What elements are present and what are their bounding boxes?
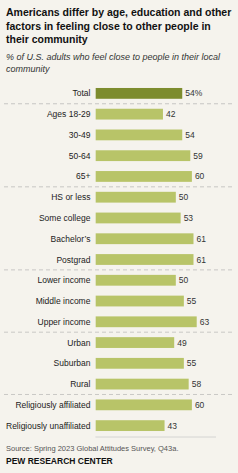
- data-label: 55: [187, 359, 197, 369]
- category-label: Upper income: [38, 317, 91, 327]
- data-label: 50: [179, 193, 189, 203]
- bar: [95, 275, 175, 286]
- category-label: Religiously unaffiliated: [6, 421, 91, 431]
- category-label: Lower income: [38, 276, 91, 286]
- data-label: 49: [177, 338, 187, 348]
- category-label: Ages 18-29: [47, 109, 91, 119]
- data-label: 61: [196, 255, 206, 265]
- subtitle: % of U.S. adults who feel close to peopl…: [6, 52, 232, 75]
- bar: [95, 358, 183, 369]
- footer: Source: Spring 2023 Global Attitudes Sur…: [0, 442, 238, 473]
- bar: [95, 151, 190, 162]
- category-label: Bachelor’s: [51, 234, 91, 244]
- data-label: 61: [196, 234, 206, 244]
- data-label: 60: [195, 400, 205, 410]
- data-label: 55: [187, 296, 197, 306]
- data-label: 54: [185, 130, 195, 140]
- data-label: 42: [166, 109, 176, 119]
- bar: [95, 421, 164, 432]
- header: Americans differ by age, education and o…: [0, 0, 238, 79]
- bar: [95, 254, 193, 265]
- annotation: Source: Spring 2023 Global Attitudes Sur…: [6, 444, 232, 454]
- divider: [4, 394, 234, 395]
- category-label: Rural: [70, 379, 90, 389]
- divider: [4, 104, 234, 105]
- bar: [95, 88, 182, 99]
- category-label: 50-64: [69, 151, 91, 161]
- divider: [4, 187, 234, 188]
- bar: [95, 171, 191, 182]
- category-label: Urban: [67, 338, 90, 348]
- category-label: Suburban: [54, 359, 91, 369]
- data-label: 63: [200, 317, 210, 327]
- x-axis-line: [95, 437, 216, 438]
- bar: [95, 379, 188, 390]
- annotation: PEW RESEARCH CENTER: [6, 456, 232, 468]
- bar: [95, 317, 196, 328]
- data-label: 58: [192, 379, 202, 389]
- bar: [95, 337, 174, 348]
- bar: [95, 296, 183, 307]
- data-label: 59: [193, 151, 203, 161]
- data-label: 43: [168, 421, 178, 431]
- divider: [4, 270, 234, 271]
- data-label: 60: [195, 172, 205, 182]
- data-label: 54%: [185, 89, 202, 99]
- divider: [4, 332, 234, 333]
- bar: [95, 192, 175, 203]
- bar: [95, 213, 180, 224]
- category-label: 30-49: [69, 130, 91, 140]
- bar: [95, 109, 163, 120]
- bar: [95, 234, 193, 245]
- category-label: Religiously affiliated: [15, 400, 90, 410]
- chart-svg: Total Ages 18-29 30-49 50-64 65+ HS or less So…: [0, 79, 238, 442]
- bars: [95, 88, 196, 431]
- chart: Total Ages 18-29 30-49 50-64 65+ HS or less So…: [0, 79, 238, 442]
- data-label: 53: [184, 213, 194, 223]
- data-label: 50: [179, 276, 189, 286]
- category-label: Some college: [39, 213, 91, 223]
- category-label: 65+: [76, 172, 90, 182]
- title: Americans differ by age, education and o…: [6, 6, 232, 47]
- bar: [95, 130, 182, 141]
- category-label: Postgrad: [56, 255, 90, 265]
- category-label: HS or less: [51, 193, 90, 203]
- category-label: Total: [72, 89, 90, 99]
- bar: [95, 400, 191, 411]
- category-label: Middle income: [36, 296, 91, 306]
